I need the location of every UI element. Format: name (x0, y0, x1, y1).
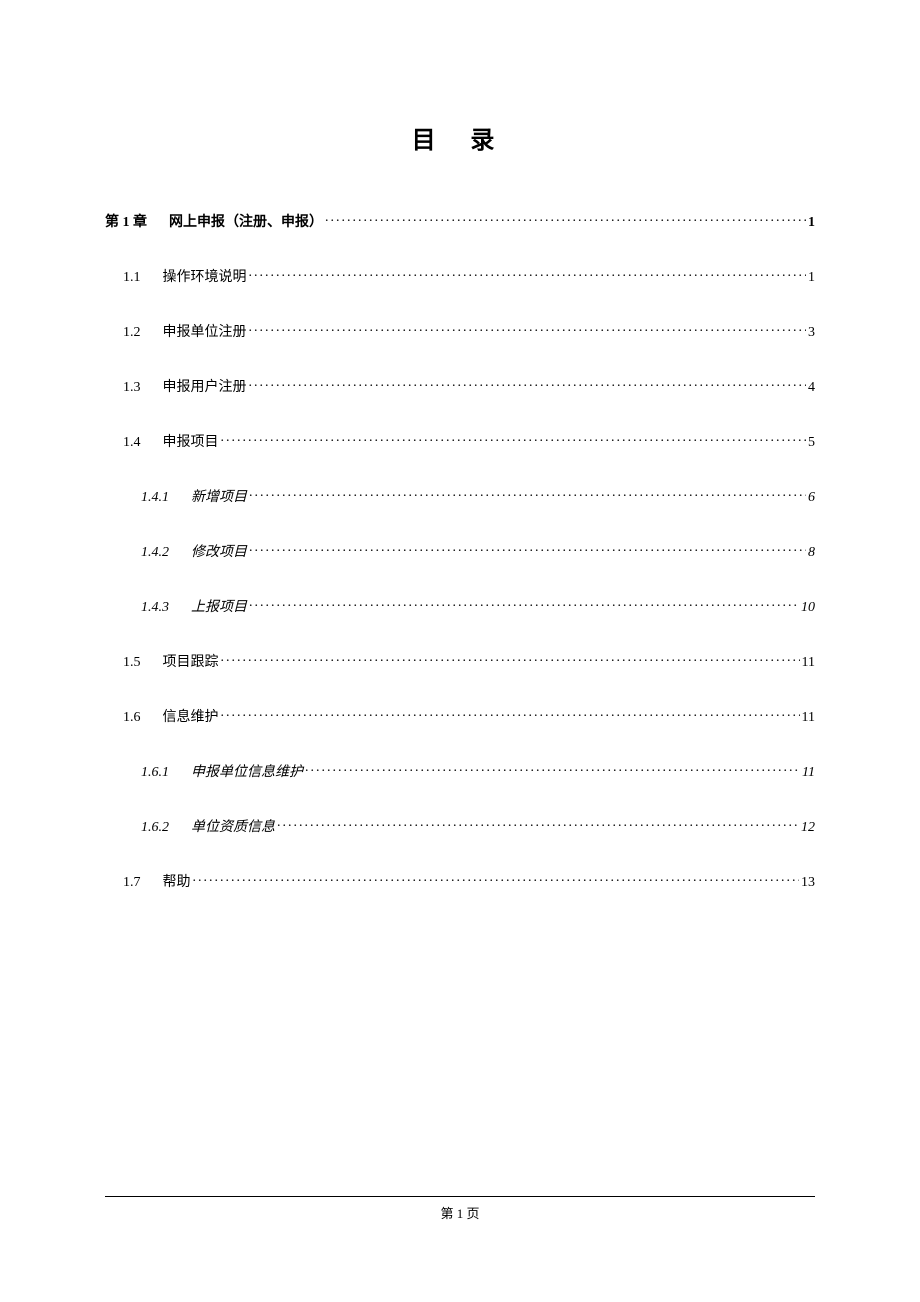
footer-page-number: 第 1 页 (105, 1203, 815, 1222)
toc-entry-number: 1.3 (123, 380, 163, 396)
toc-entry-page: 3 (806, 325, 815, 341)
toc-entry: 1.3申报用户注册 4 (123, 376, 815, 396)
toc-entry-page: 8 (806, 545, 815, 561)
toc-entry-title: 信息维护 (163, 706, 219, 726)
page-content: 目 录 第 1 章网上申报（注册、申报） 1 1.1操作环境说明 1 1.2申报单位注册… (0, 0, 920, 891)
toc-leader-dots (247, 322, 807, 336)
toc-entry-page: 13 (799, 875, 815, 891)
toc-entry-number: 1.4.3 (141, 600, 191, 616)
toc-entry-page: 1 (806, 270, 815, 286)
toc-entry-number: 1.4.2 (141, 545, 191, 561)
toc-entry: 1.4.1新增项目 6 (141, 486, 815, 506)
toc-entry-page: 12 (799, 820, 815, 836)
toc-entry-number: 1.6.2 (141, 820, 191, 836)
toc-entry-title: 单位资质信息 (191, 816, 275, 836)
toc-title: 目 录 (105, 120, 815, 155)
toc-entry: 1.5项目跟踪 11 (123, 651, 815, 671)
toc-entry: 1.4.3上报项目 10 (141, 596, 815, 616)
toc-entry-title: 新增项目 (191, 486, 247, 506)
toc-entry: 1.6信息维护 11 (123, 706, 815, 726)
toc-entry-number: 1.5 (123, 655, 163, 671)
toc-entry-number: 1.6 (123, 710, 163, 726)
toc-entry: 1.6.1申报单位信息维护 11 (141, 761, 815, 781)
toc-leader-dots (219, 652, 800, 666)
toc-entry-page: 11 (800, 765, 815, 781)
toc-entry-page: 1 (806, 215, 815, 231)
page-footer: 第 1 页 (105, 1196, 815, 1222)
toc-entry: 第 1 章网上申报（注册、申报） 1 (105, 211, 815, 231)
toc-leader-dots (247, 377, 807, 391)
toc-entry-title: 申报单位注册 (163, 321, 247, 341)
toc-leader-dots (323, 212, 806, 226)
toc-entry-page: 10 (799, 600, 815, 616)
toc-entry-title: 申报项目 (163, 431, 219, 451)
toc-entry-title: 操作环境说明 (163, 266, 247, 286)
toc-entry-page: 11 (800, 710, 815, 726)
footer-divider (105, 1196, 815, 1197)
toc-entry-title: 修改项目 (191, 541, 247, 561)
toc-entry: 1.4.2修改项目 8 (141, 541, 815, 561)
toc-entry-title: 申报单位信息维护 (191, 761, 303, 781)
toc-entry-page: 11 (800, 655, 815, 671)
toc-entry-number: 1.1 (123, 270, 163, 286)
toc-leader-dots (191, 872, 800, 886)
toc-entry-title: 网上申报（注册、申报） (169, 211, 323, 231)
toc-entry-title: 上报项目 (191, 596, 247, 616)
toc-entry-title: 申报用户注册 (163, 376, 247, 396)
toc-entry: 1.6.2单位资质信息 12 (141, 816, 815, 836)
toc-entry-number: 1.6.1 (141, 765, 191, 781)
toc-entry-page: 4 (806, 380, 815, 396)
toc-leader-dots (247, 597, 799, 611)
toc-entry: 1.2申报单位注册 3 (123, 321, 815, 341)
toc-entry-title: 项目跟踪 (163, 651, 219, 671)
table-of-contents: 第 1 章网上申报（注册、申报） 1 1.1操作环境说明 1 1.2申报单位注册 3 1.3… (105, 211, 815, 891)
toc-leader-dots (275, 817, 799, 831)
toc-leader-dots (303, 762, 800, 776)
toc-leader-dots (247, 267, 807, 281)
toc-entry-number: 第 1 章 (105, 211, 169, 231)
toc-entry-number: 1.4.1 (141, 490, 191, 506)
toc-leader-dots (219, 432, 807, 446)
toc-entry-number: 1.2 (123, 325, 163, 341)
toc-leader-dots (247, 487, 806, 501)
toc-entry: 1.7帮助 13 (123, 871, 815, 891)
toc-leader-dots (219, 707, 800, 721)
toc-entry-number: 1.7 (123, 875, 163, 891)
toc-entry: 1.1操作环境说明 1 (123, 266, 815, 286)
toc-entry-number: 1.4 (123, 435, 163, 451)
toc-entry: 1.4申报项目 5 (123, 431, 815, 451)
toc-entry-page: 6 (806, 490, 815, 506)
toc-entry-page: 5 (806, 435, 815, 451)
toc-leader-dots (247, 542, 806, 556)
toc-entry-title: 帮助 (163, 871, 191, 891)
